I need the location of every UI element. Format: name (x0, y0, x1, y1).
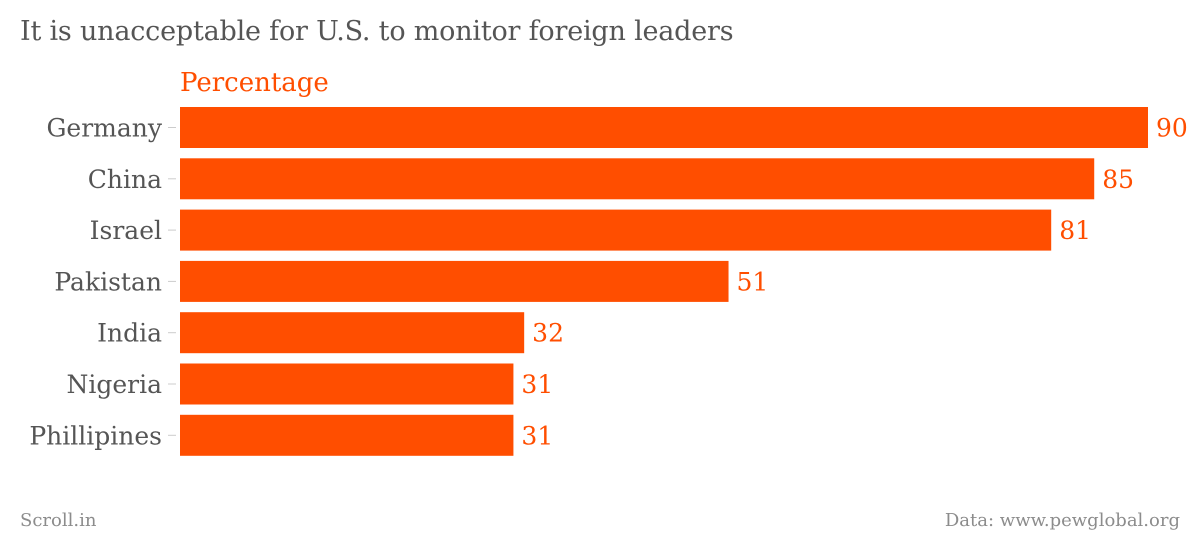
category-label: Israel (90, 216, 162, 245)
value-label: 31 (521, 370, 553, 399)
legend-label: Percentage (180, 68, 329, 98)
bar-chart: Percentage Germany 90 China 85 Israel 81 Pakist… (29, 68, 1188, 456)
bar (180, 414, 514, 456)
value-label: 51 (737, 267, 769, 296)
value-label: 31 (521, 421, 553, 450)
footer-source: Data: www.pewglobal.org (944, 510, 1180, 531)
bar (180, 107, 1148, 148)
category-label: Phillipines (29, 421, 162, 450)
bar (180, 312, 525, 354)
value-label: 32 (532, 319, 564, 348)
value-label: 81 (1059, 216, 1091, 245)
category-label: Germany (46, 114, 162, 143)
chart-title: It is unacceptable for U.S. to monitor f… (20, 16, 734, 47)
value-label: 85 (1102, 165, 1134, 194)
bar (180, 363, 514, 405)
category-label: Nigeria (66, 370, 162, 399)
bar (180, 209, 1052, 251)
value-label: 90 (1156, 114, 1188, 143)
category-label: China (88, 165, 162, 194)
bar (180, 158, 1095, 200)
footer-brand: Scroll.in (20, 510, 97, 531)
category-label: Pakistan (54, 267, 162, 296)
category-label: India (97, 319, 162, 348)
bar (180, 260, 729, 302)
